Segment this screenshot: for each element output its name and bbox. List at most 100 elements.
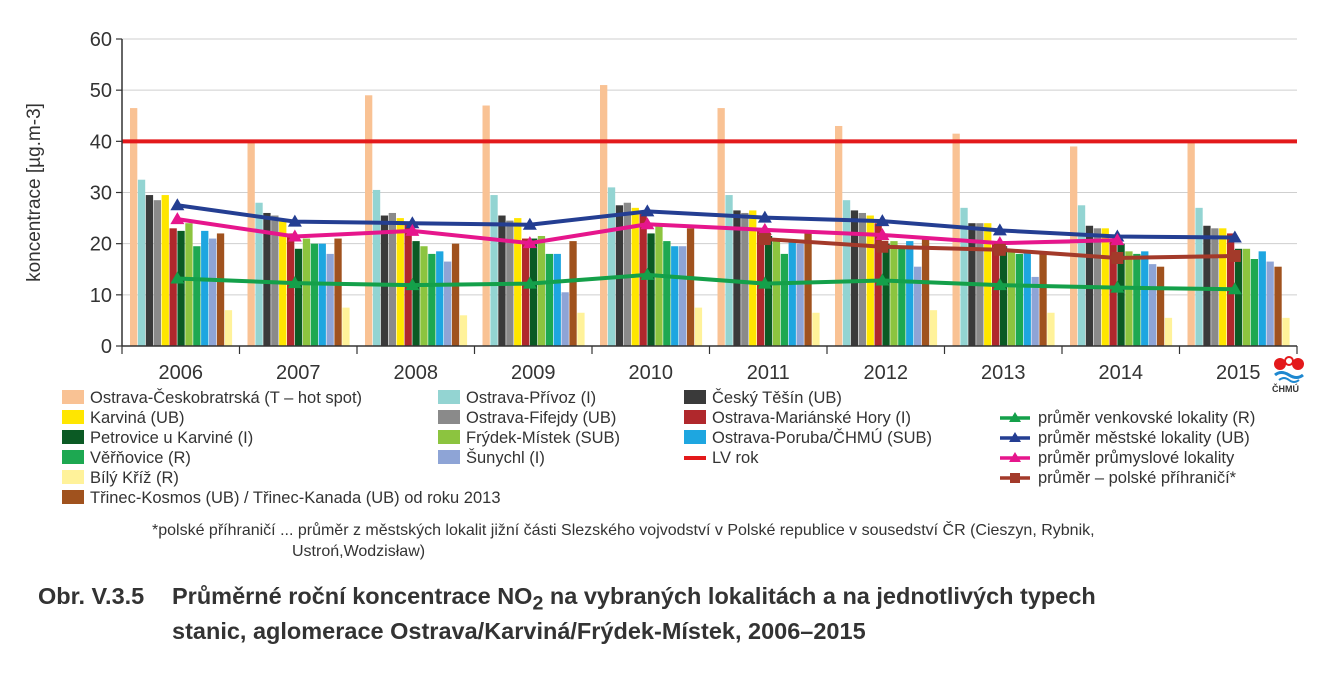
- legend-label: průměr městské lokality (UB): [1038, 429, 1250, 447]
- caption-number: Obr. V.3.5: [38, 583, 145, 609]
- point: [287, 214, 302, 227]
- legend-marker: [1009, 452, 1021, 462]
- bar: [749, 210, 757, 346]
- bar: [420, 246, 428, 346]
- legend-marker: [1009, 432, 1021, 442]
- bar: [1195, 207, 1203, 346]
- legend-swatch: [62, 450, 84, 464]
- bar: [607, 187, 616, 346]
- y-tick-label: 0: [101, 336, 112, 358]
- y-tick-label: 10: [90, 285, 112, 307]
- bar: [302, 238, 311, 346]
- bar: [412, 241, 420, 346]
- legend-label: průměr venkovské lokality (R): [1038, 409, 1255, 427]
- bar: [1250, 259, 1258, 346]
- y-tick-label: 60: [90, 29, 112, 51]
- bar: [804, 233, 812, 346]
- point: [405, 216, 420, 229]
- point: [640, 204, 655, 217]
- point: [1227, 282, 1242, 295]
- x-tick-label: 2006: [159, 362, 204, 384]
- bar: [898, 248, 906, 346]
- bar: [960, 207, 968, 346]
- legend-label: Bílý Kříž (R): [90, 469, 179, 487]
- bar: [780, 253, 788, 346]
- bar: [1023, 251, 1031, 346]
- point: [522, 276, 537, 289]
- bar: [294, 248, 303, 346]
- point: [287, 229, 302, 242]
- bar: [263, 212, 271, 346]
- bar: [1070, 146, 1078, 346]
- legend-swatch: [62, 430, 84, 444]
- point: [876, 240, 889, 253]
- bar: [561, 292, 569, 346]
- legend-marker: [1010, 473, 1020, 483]
- bar: [733, 210, 741, 346]
- legend-swatch: [438, 430, 460, 444]
- point: [758, 233, 771, 246]
- point: [287, 276, 302, 289]
- bar: [1039, 251, 1047, 346]
- point: [875, 214, 890, 227]
- point: [170, 198, 185, 211]
- legend-label: Petrovice u Karviné (I): [90, 429, 253, 447]
- legend-label: Třinec-Kosmos (UB) / Třinec-Kanada (UB) …: [90, 489, 501, 507]
- bar: [169, 228, 177, 346]
- point: [522, 217, 537, 230]
- point: [1111, 251, 1124, 264]
- x-tick-label: 2013: [981, 362, 1026, 384]
- bar: [842, 200, 851, 346]
- legend-swatch: [684, 410, 706, 424]
- legend-swatch: [62, 490, 84, 504]
- bar: [1133, 253, 1141, 346]
- bar: [686, 228, 695, 346]
- bar: [741, 212, 749, 346]
- bar: [451, 243, 460, 346]
- chmu-logo-icon: [1271, 355, 1307, 391]
- bar: [1234, 248, 1243, 346]
- legend-label: Šunychl (I): [466, 448, 545, 467]
- bar: [921, 238, 930, 346]
- bar: [725, 195, 733, 346]
- y-tick-label: 40: [90, 131, 112, 153]
- y-tick-label: 30: [90, 183, 112, 205]
- point: [992, 223, 1007, 236]
- bar: [326, 253, 334, 346]
- bar: [342, 307, 350, 346]
- bar: [655, 223, 663, 346]
- point: [640, 217, 655, 230]
- point: [170, 271, 185, 284]
- bar: [788, 241, 796, 346]
- bar: [1007, 251, 1016, 346]
- bar: [193, 246, 201, 346]
- bar: [1047, 312, 1055, 346]
- legend-label: Ostrava-Poruba/ČHMÚ (SUB): [712, 428, 932, 447]
- bar: [1266, 261, 1274, 346]
- bar: [929, 310, 938, 346]
- caption-subscript: 2: [532, 592, 544, 615]
- x-tick-label: 2007: [276, 362, 321, 384]
- bar: [545, 253, 553, 346]
- legend-label: LV rok: [712, 449, 759, 467]
- bar: [388, 212, 396, 346]
- footnote-line1: *polské příhraničí ... průměr z městskýc…: [152, 522, 1095, 539]
- bar: [553, 253, 561, 346]
- bar: [522, 238, 530, 346]
- bar: [850, 210, 859, 346]
- bar: [444, 261, 452, 346]
- y-tick-label: 20: [90, 234, 112, 256]
- y-tick-label: 50: [90, 80, 112, 102]
- bar: [137, 179, 146, 346]
- bar: [1258, 251, 1266, 346]
- bar: [161, 195, 169, 346]
- bar: [428, 253, 436, 346]
- legend-swatch: [62, 390, 84, 404]
- point: [1227, 230, 1242, 243]
- caption-text-1: Průměrné roční koncentrace NO: [172, 583, 533, 609]
- bar: [1164, 317, 1173, 346]
- legend-label: Ostrava-Mariánské Hory (I): [712, 409, 911, 427]
- bar: [1203, 225, 1211, 346]
- x-tick-label: 2015: [1216, 362, 1261, 384]
- point: [640, 267, 655, 280]
